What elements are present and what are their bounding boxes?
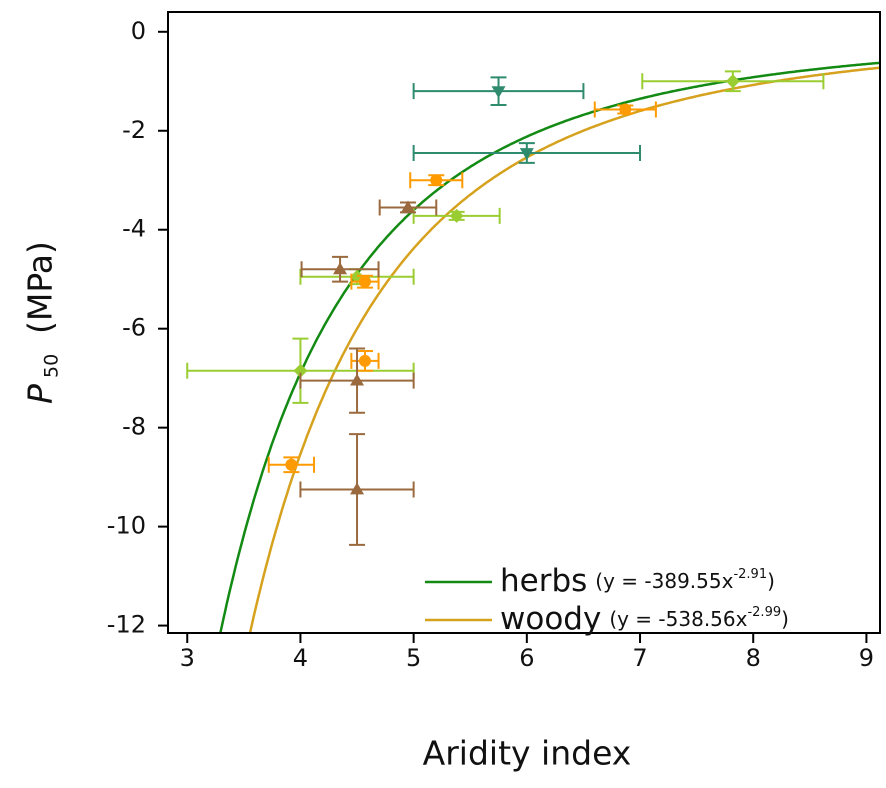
y-label-unit: (MPa) xyxy=(21,241,60,334)
point xyxy=(725,74,740,89)
error-bars xyxy=(350,349,380,372)
x-tick-label: 8 xyxy=(746,644,761,672)
x-tick-label: 6 xyxy=(519,644,534,672)
y-label-subscript: 50 xyxy=(41,354,63,378)
y-tick-label: -2 xyxy=(122,116,146,144)
point xyxy=(350,482,365,495)
legend-entry: herbs (y = -389.55x-2.91) xyxy=(500,563,775,599)
point xyxy=(619,103,632,116)
y-tick-label: -8 xyxy=(122,413,146,441)
legend-equation-end: ) xyxy=(767,569,775,593)
legend-exponent: -2.91 xyxy=(733,567,767,582)
point xyxy=(358,275,371,288)
point xyxy=(293,363,308,378)
point xyxy=(358,354,371,367)
legend-exponent: -2.99 xyxy=(747,605,781,620)
point xyxy=(491,86,506,99)
y-label-symbol: P xyxy=(21,384,60,404)
error-bars xyxy=(412,142,642,164)
legend-name: woody xyxy=(500,601,601,637)
y-tick-label: 0 xyxy=(131,17,146,45)
point xyxy=(449,208,464,223)
plot-frame xyxy=(167,11,881,634)
legend-equation: (y = -389.55x xyxy=(595,569,733,593)
point xyxy=(519,148,534,161)
x-tick-label: 5 xyxy=(406,644,421,672)
point xyxy=(430,174,443,187)
point xyxy=(400,200,415,213)
x-tick-label: 4 xyxy=(293,644,308,672)
y-tick-label: -6 xyxy=(122,314,146,342)
point xyxy=(333,262,348,275)
fit-curve xyxy=(219,61,880,633)
point xyxy=(350,373,365,386)
x-tick-label: 9 xyxy=(859,644,874,672)
legend-name: herbs xyxy=(500,563,587,599)
y-tick-label: -4 xyxy=(122,215,146,243)
legend-entry: woody (y = -538.56x-2.99) xyxy=(500,601,789,637)
legend-equation: (y = -538.56x xyxy=(609,607,747,631)
legend-equation-end: ) xyxy=(781,607,789,631)
x-tick-label: 7 xyxy=(632,644,647,672)
point xyxy=(285,458,298,471)
x-axis-title: Aridity index xyxy=(423,734,632,773)
y-axis-title: P 50 (MPa) xyxy=(21,241,63,404)
y-tick-label: -12 xyxy=(107,611,146,639)
y-tick-label: -10 xyxy=(107,512,146,540)
x-tick-label: 3 xyxy=(180,644,195,672)
